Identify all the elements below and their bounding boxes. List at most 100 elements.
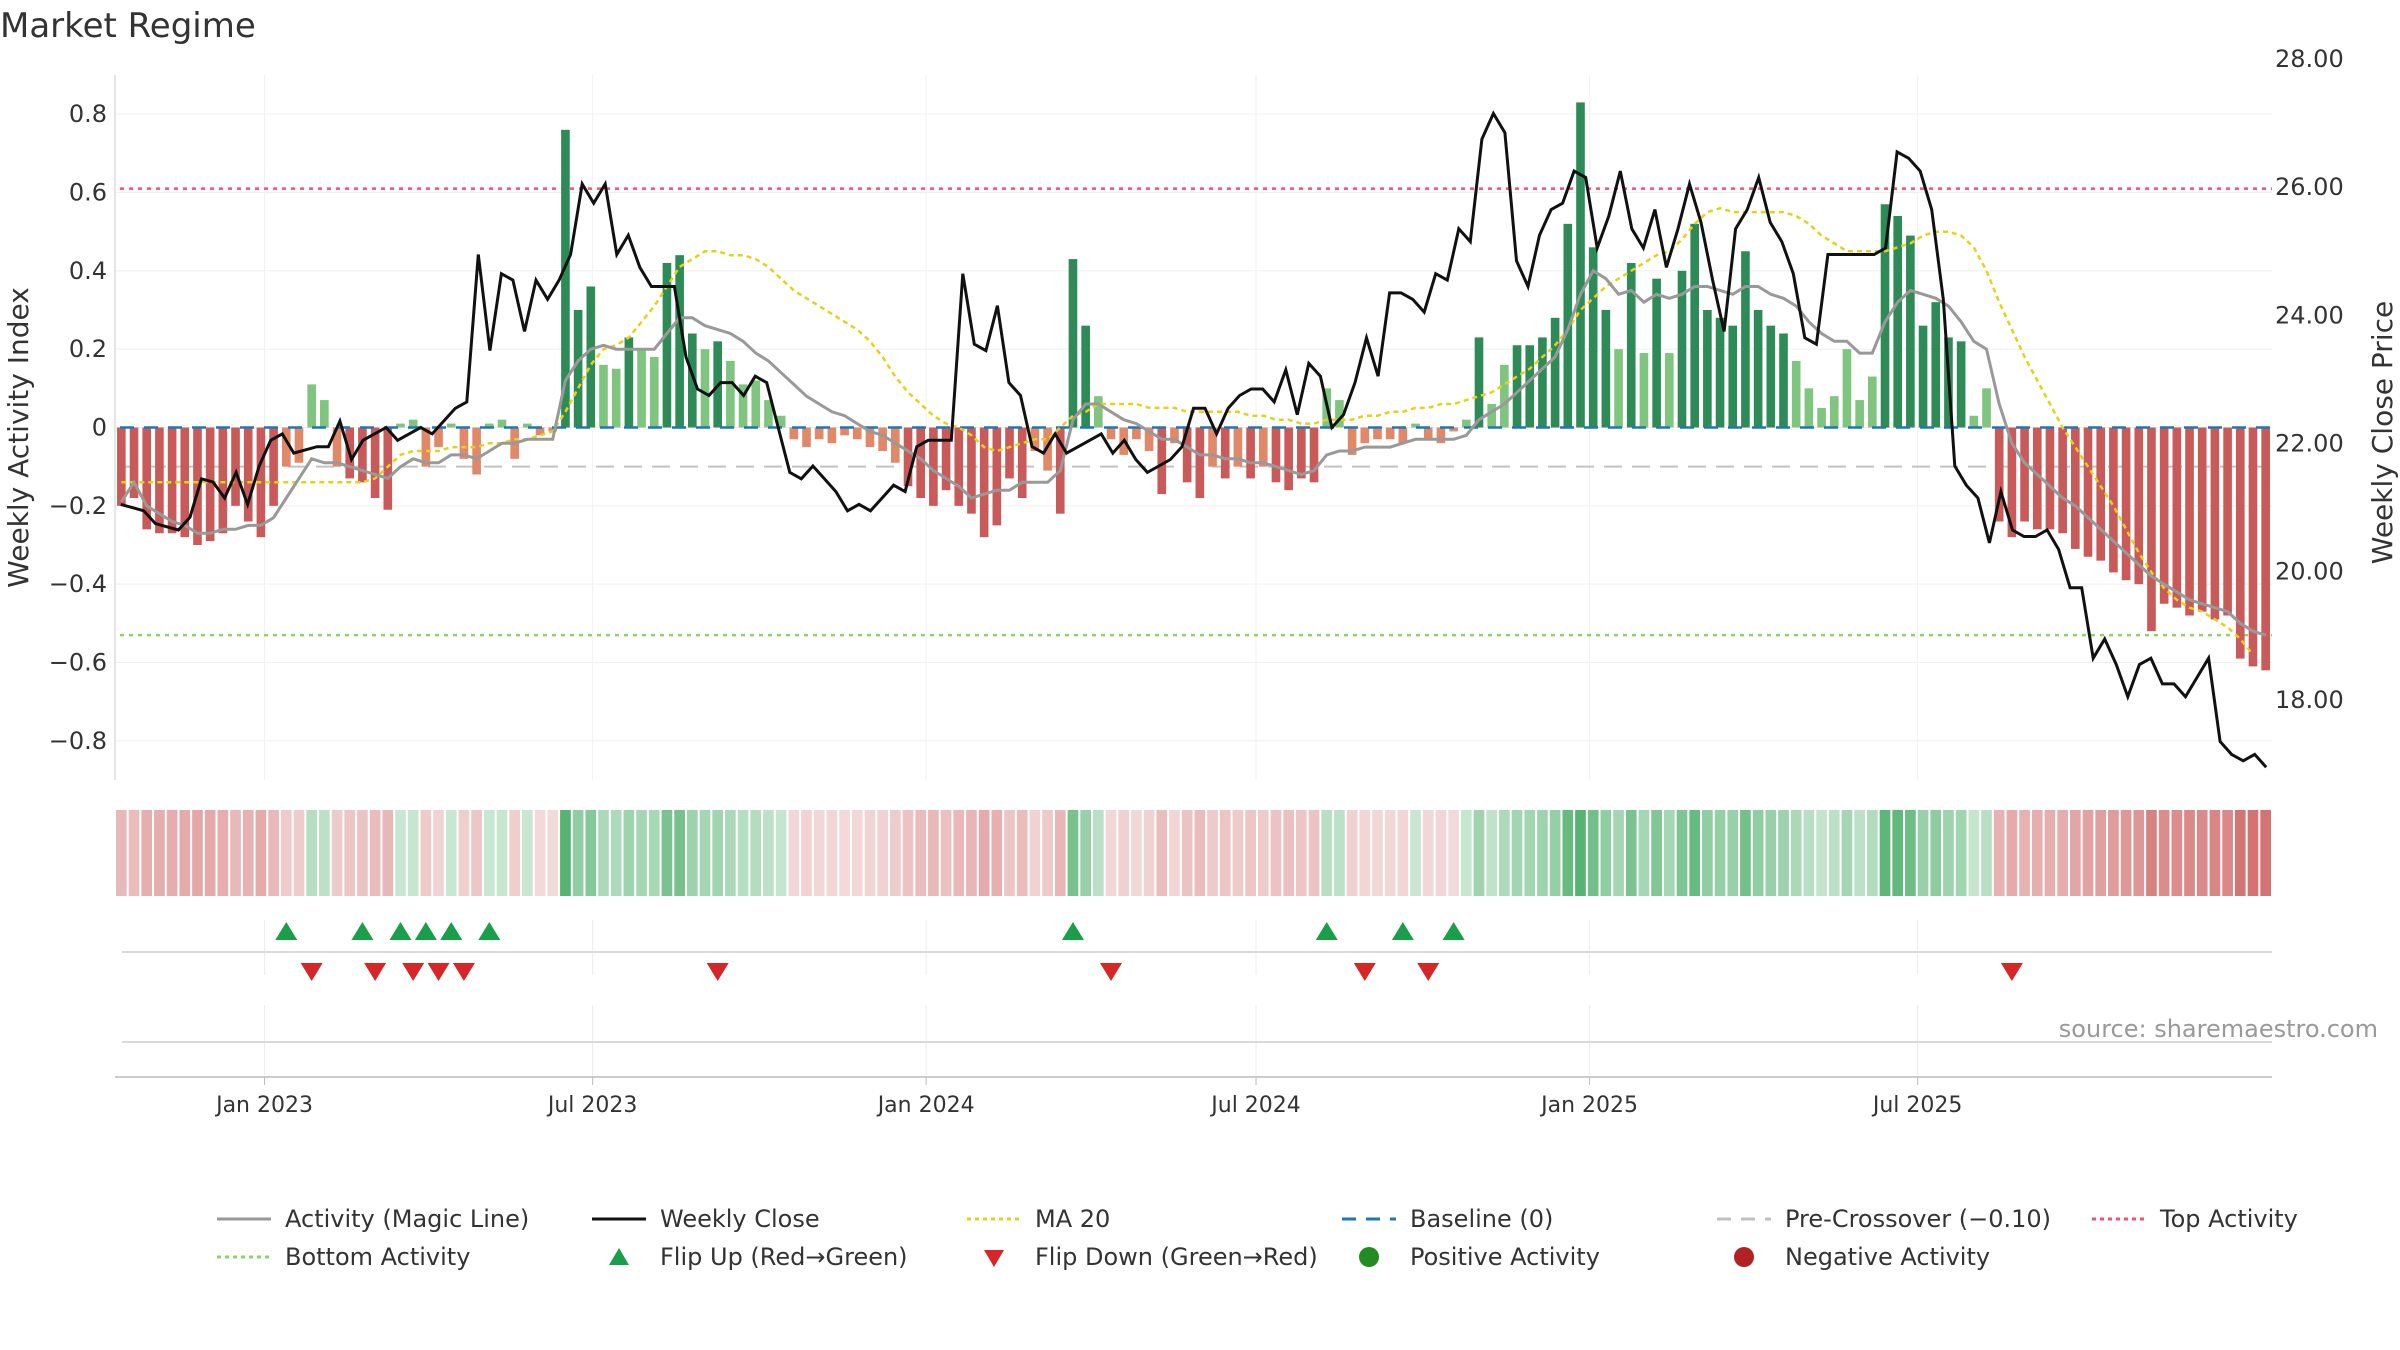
flip-down-marker [2000, 963, 2023, 981]
activity-bar [2172, 427, 2182, 608]
regime-strip-cell [357, 810, 368, 896]
regime-strip-cell [1004, 810, 1015, 896]
y2-tick-label: 20.00 [2275, 558, 2344, 586]
regime-strip-cell [344, 810, 356, 896]
activity-bar [1081, 325, 1090, 428]
regime-strip-cell [2057, 810, 2068, 896]
regime-strip-cell [1676, 810, 1688, 896]
regime-strip-cell [1194, 810, 1206, 896]
activity-bar [1436, 427, 1446, 444]
activity-bar [675, 255, 684, 428]
y-tick-label: 0.4 [69, 257, 107, 285]
activity-bar [358, 427, 367, 483]
flip-up-marker [478, 922, 501, 940]
activity-bar [1728, 325, 1738, 428]
regime-strip-cell [154, 810, 165, 896]
regime-strip-cell [2247, 810, 2259, 896]
activity-bar [1157, 427, 1167, 495]
activity-bar [281, 427, 291, 467]
regime-strip-cell [1346, 810, 1358, 896]
activity-bar [1487, 404, 1496, 428]
regime-strip-cell [813, 810, 825, 896]
regime-strip-cell [1397, 810, 1409, 896]
activity-bar [1664, 353, 1674, 428]
flip-down-marker [706, 963, 729, 981]
activity-bar [1855, 400, 1864, 428]
activity-bar [1918, 325, 1928, 428]
regime-strip-cell [1080, 810, 1091, 896]
regime-strip-cell [1219, 810, 1231, 896]
regime-strip-cell [407, 810, 419, 896]
regime-strip-cell [902, 810, 914, 896]
regime-strip-cell [585, 810, 597, 896]
regime-strip-cell [940, 810, 952, 896]
regime-strip-cell [192, 810, 203, 896]
activity-bar [1094, 396, 1103, 428]
regime-strip-cell [2222, 810, 2233, 896]
regime-strip-cell [598, 810, 609, 896]
triangle-up-icon [609, 1248, 629, 1265]
regime-strip-cell [978, 810, 990, 896]
legend-label: Activity (Magic Line) [285, 1205, 530, 1233]
activity-bar [2235, 427, 2245, 659]
legend-label: MA 20 [1035, 1205, 1111, 1233]
activity-bar [2185, 427, 2194, 616]
activity-bar [523, 423, 532, 428]
regime-strip-cell [763, 810, 774, 896]
activity-bar [2020, 427, 2029, 522]
activity-bar [1576, 102, 1585, 428]
activity-bar [2096, 427, 2106, 561]
flip-up-marker [414, 922, 437, 940]
flip-up-marker [440, 922, 463, 940]
activity-bar [2134, 427, 2144, 585]
regime-strip-cell [1663, 810, 1675, 896]
activity-bar [840, 427, 849, 436]
legend-item: Positive Activity [1340, 1243, 1600, 1271]
regime-strip-cell [1029, 810, 1041, 896]
regime-strip-cell [623, 810, 635, 896]
legend-label: Flip Down (Green→Red) [1035, 1243, 1318, 1271]
legend-label: Positive Activity [1410, 1243, 1600, 1271]
activity-bar [1474, 337, 1484, 428]
regime-strip-cell [2044, 810, 2056, 896]
regime-strip-cell [1473, 810, 1485, 896]
regime-strip-cell [1740, 810, 1751, 896]
magic-line [120, 268, 2267, 637]
activity-bar [1829, 396, 1839, 428]
dotted-line-icon [2092, 1217, 2146, 1221]
x-tick-label: Jul 2023 [546, 1093, 638, 1118]
regime-strip-cell [1575, 810, 1586, 896]
legend-item: Baseline (0) [1340, 1205, 1553, 1233]
activity-bar [1208, 427, 1217, 467]
activity-bar [205, 427, 215, 542]
regime-strip-cell [1790, 810, 1802, 896]
activity-bar [726, 360, 735, 428]
activity-bar [117, 427, 126, 506]
regime-strip-cell [2171, 810, 2183, 896]
regime-strip-cell [674, 810, 685, 896]
activity-bar [1626, 263, 1636, 428]
activity-bar [1601, 310, 1611, 428]
regime-strip-cell [2006, 810, 2018, 896]
activity-bar [1741, 251, 1750, 428]
regime-strip-cell [953, 810, 965, 896]
dotted-line-icon [967, 1217, 1021, 1221]
y-tick-label: 0.8 [69, 100, 107, 128]
activity-bar [751, 380, 761, 428]
activity-bar [1233, 427, 1243, 467]
activity-bar [827, 427, 837, 444]
activity-bar [497, 419, 507, 428]
dotted-line-icon [217, 1255, 271, 1259]
regime-strip-cell [420, 810, 432, 896]
regime-strip-cell [1156, 810, 1168, 896]
activity-bar [637, 349, 646, 428]
activity-bar [269, 427, 278, 506]
activity-bar [421, 427, 431, 467]
regime-strip-cell [928, 810, 939, 896]
y2-axis-label: Weekly Close Price [2366, 301, 2399, 564]
regime-strip-cell [1092, 810, 1104, 896]
activity-bar [1766, 325, 1776, 428]
regime-strip-cell [534, 810, 546, 896]
regime-strip-cell [458, 810, 470, 896]
legend-item: Flip Down (Green→Red) [965, 1243, 1318, 1271]
